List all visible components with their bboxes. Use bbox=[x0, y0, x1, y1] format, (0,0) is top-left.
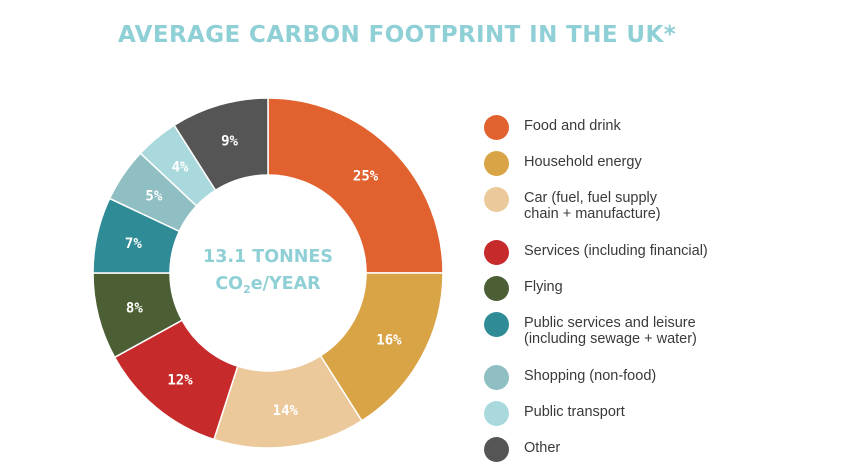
legend-label-line: Food and drink bbox=[524, 118, 621, 134]
donut-slice-0 bbox=[267, 97, 444, 274]
center-co2-main: CO bbox=[215, 274, 243, 294]
legend-label-line: (including sewage + water) bbox=[524, 331, 697, 347]
legend-label-line: Services (including financial) bbox=[524, 243, 708, 259]
legend-label-line: Shopping (non-food) bbox=[524, 368, 657, 384]
legend-swatch bbox=[484, 365, 509, 390]
slice-value-label-4: 8% bbox=[126, 300, 143, 316]
legend-label-line: chain + manufacture) bbox=[524, 206, 661, 222]
center-co2-rest: e/YEAR bbox=[251, 274, 321, 294]
legend-label: Public transport bbox=[524, 398, 625, 420]
legend-item: Car (fuel, fuel supply chain + manufactur… bbox=[484, 184, 814, 222]
slice-value-label-0: 25% bbox=[353, 168, 379, 184]
legend-label: Car (fuel, fuel supply chain + manufactur… bbox=[524, 184, 661, 222]
slice-value-label-8: 9% bbox=[221, 133, 238, 149]
legend-label-line: Car (fuel, fuel supply bbox=[524, 190, 657, 206]
slice-value-label-1: 16% bbox=[376, 332, 402, 348]
legend-label: Food and drink bbox=[524, 112, 621, 134]
donut-slice-labels: 25% 16% 14% 12% 8% 7% 5% 4% 9% bbox=[125, 133, 402, 418]
legend-label-line: Public transport bbox=[524, 404, 625, 420]
center-total-label: 13.1 TONNES bbox=[203, 247, 333, 267]
legend-swatch bbox=[484, 312, 509, 337]
slice-value-label-3: 12% bbox=[167, 372, 193, 388]
legend-swatch bbox=[484, 276, 509, 301]
slice-value-label-5: 7% bbox=[125, 236, 142, 252]
chart-title: AVERAGE CARBON FOOTPRINT IN THE UK* bbox=[118, 22, 677, 48]
legend-item: Other bbox=[484, 434, 814, 462]
legend-swatch bbox=[484, 437, 509, 462]
legend-label: Household energy bbox=[524, 148, 642, 170]
legend-label-line: Household energy bbox=[524, 154, 642, 170]
legend-label: Services (including financial) bbox=[524, 237, 708, 259]
legend-item: Public services and leisure (including se… bbox=[484, 309, 814, 347]
legend-label: Shopping (non-food) bbox=[524, 362, 656, 384]
slice-value-label-7: 4% bbox=[172, 160, 189, 176]
center-co2-subscript: 2 bbox=[243, 283, 251, 296]
center-unit-label: CO2e/YEAR bbox=[215, 274, 321, 296]
legend-label: Other bbox=[524, 434, 560, 456]
slice-value-label-6: 5% bbox=[145, 188, 162, 204]
legend-item: Flying bbox=[484, 273, 814, 301]
donut-slice-8 bbox=[173, 97, 269, 192]
slice-value-label-2: 14% bbox=[273, 403, 299, 419]
donut-slices bbox=[92, 97, 444, 449]
legend-item: Food and drink bbox=[484, 112, 814, 140]
legend-item: Public transport bbox=[484, 398, 814, 426]
legend-swatch bbox=[484, 187, 509, 212]
legend-item: Shopping (non-food) bbox=[484, 362, 814, 390]
legend-label-line: Flying bbox=[524, 279, 563, 295]
legend-label-line: Public services and leisure bbox=[524, 315, 696, 331]
legend-swatch bbox=[484, 151, 509, 176]
legend-item: Services (including financial) bbox=[484, 237, 814, 265]
legend-swatch bbox=[484, 115, 509, 140]
legend-swatch bbox=[484, 401, 509, 426]
legend-label: Flying bbox=[524, 273, 563, 295]
legend-label: Public services and leisure (including se… bbox=[524, 309, 697, 347]
legend-swatch bbox=[484, 240, 509, 265]
legend-item: Household energy bbox=[484, 148, 814, 176]
legend-label-line: Other bbox=[524, 440, 561, 456]
